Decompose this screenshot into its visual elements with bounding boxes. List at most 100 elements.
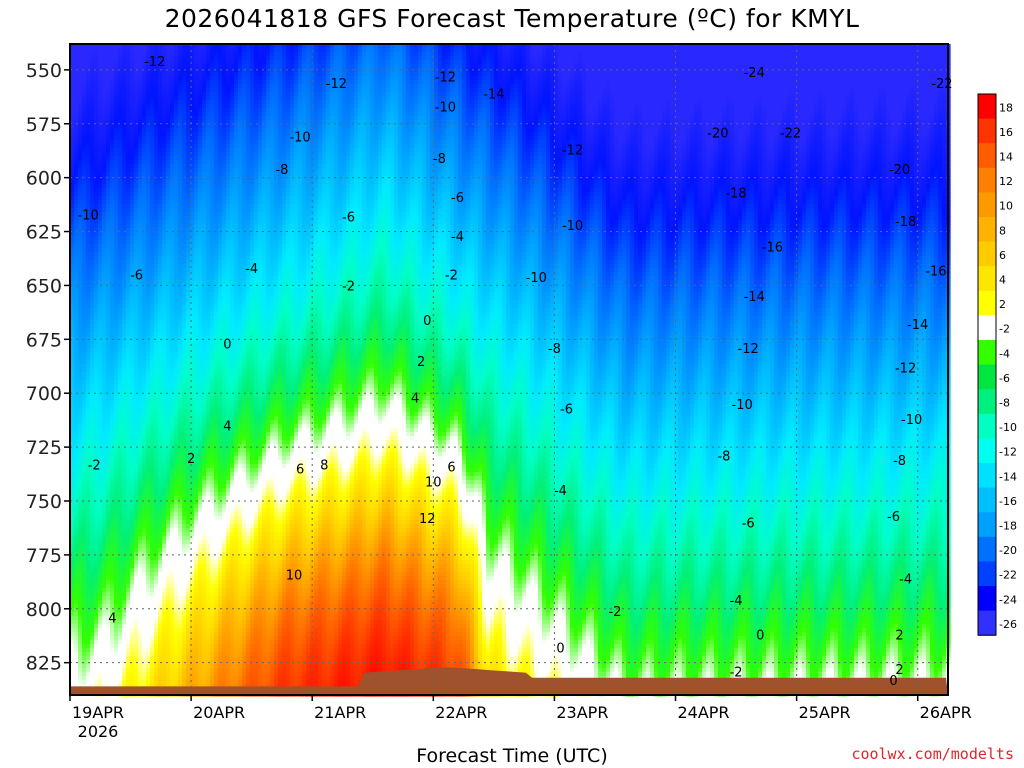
contour-label: 10: [425, 476, 442, 491]
colorbar-swatch: [978, 610, 996, 636]
contour-label: -6: [887, 510, 900, 525]
credit-link[interactable]: coolwx.com/modelts: [851, 745, 1014, 763]
contour-label: -2: [88, 458, 101, 473]
grid-lines: [69, 44, 948, 695]
y-axis: 550 575 600 625 650 675 700 725 750 775 800 825: [26, 60, 70, 675]
y-tick-label: 775: [26, 545, 62, 567]
contour-label: 0: [223, 338, 231, 353]
contour-label: -18: [725, 187, 746, 202]
chart-title: 2026041818 GFS Forecast Temperature (ºC)…: [0, 4, 1024, 33]
contour-label: -2: [342, 279, 355, 294]
contour-label: -12: [738, 342, 759, 357]
y-tick-label: 575: [26, 114, 62, 136]
x-tick-label: 22APR: [435, 703, 487, 722]
x-tick-label: 25APR: [799, 703, 851, 722]
x-tick-label: 24APR: [677, 703, 729, 722]
contour-label: -2: [730, 665, 743, 680]
colorbar-label: 6: [999, 249, 1006, 262]
colorbar-swatch: [978, 290, 996, 316]
temperature-field: [70, 44, 951, 697]
contour-label: 2: [895, 663, 903, 678]
contour-label: 6: [296, 463, 304, 478]
y-tick-label: 725: [26, 437, 62, 459]
contour-label: -8: [433, 152, 446, 167]
colorbar-swatch: [978, 94, 996, 120]
contour-label: -2: [445, 269, 458, 284]
y-tick-label: 700: [26, 383, 62, 405]
colorbar-label: -6: [999, 372, 1010, 385]
colorbar-label: -10: [999, 421, 1017, 434]
contour-label: -6: [130, 269, 143, 284]
x-tick-label: 23APR: [556, 703, 608, 722]
contour-label: -12: [562, 144, 583, 159]
colorbar-swatch: [978, 536, 996, 562]
contour-label: -14: [907, 318, 928, 333]
contour-label: -6: [560, 402, 573, 417]
colorbar-swatch: [978, 192, 996, 218]
contour-label: -10: [289, 131, 310, 146]
contour-label: -12: [895, 361, 916, 376]
colorbar-swatch: [978, 118, 996, 144]
colorbar-swatch: [978, 389, 996, 415]
contour-label: 4: [108, 611, 116, 626]
contour-label: -22: [780, 126, 801, 141]
y-tick-label: 625: [26, 222, 62, 244]
contour-label: -8: [717, 450, 730, 465]
colorbar-label: 14: [999, 151, 1013, 164]
contour-label: 10: [286, 568, 303, 583]
contour-label: -12: [326, 77, 347, 92]
colorbar-label: -12: [999, 446, 1017, 459]
contour-label: 4: [223, 420, 231, 435]
x-axis-label: Forecast Time (UTC): [0, 745, 1024, 767]
colorbar-label: 2: [999, 298, 1006, 311]
contour-label: -4: [730, 594, 743, 609]
contour-label: -4: [245, 262, 258, 277]
colorbar-swatch: [978, 340, 996, 366]
terrain-surface: [70, 667, 948, 695]
x-tick-label: 19APR: [72, 703, 124, 722]
colorbar-label: -26: [999, 618, 1017, 631]
colorbar-swatch: [978, 364, 996, 390]
x-year-label: 2026: [78, 722, 119, 741]
y-tick-label: 550: [26, 60, 62, 82]
contour-label: -10: [435, 101, 456, 116]
contour-label: -10: [78, 208, 99, 223]
contour-label: 2: [895, 629, 903, 644]
contour-label: 0: [556, 642, 564, 657]
contour-label: -8: [893, 454, 906, 469]
contour-label: -14: [744, 290, 765, 305]
colorbar-label: -2: [999, 323, 1010, 336]
contour-label: -12: [144, 55, 165, 70]
colorbar-label: -18: [999, 520, 1017, 533]
colorbar-label: -24: [999, 593, 1017, 606]
colorbar-swatch: [978, 463, 996, 489]
colorbar-swatch: [978, 143, 996, 169]
y-tick-label: 825: [26, 653, 62, 675]
plot-frame: [69, 43, 949, 696]
contour-label: 0: [423, 314, 431, 329]
contour-label: -12: [435, 70, 456, 85]
contour-label: -4: [451, 230, 464, 245]
colorbar-label: -14: [999, 470, 1017, 483]
colorbar-label: -8: [999, 397, 1010, 410]
contour-label: -10: [901, 413, 922, 428]
colorbar-swatch: [978, 167, 996, 193]
contour-label: -4: [554, 484, 567, 499]
x-axis: 19APR 20APR 21APR 22APR 23APR 24APR 25APR 26APR…: [69, 695, 972, 741]
colorbar-label: -4: [999, 347, 1010, 360]
contour-label: 0: [756, 629, 764, 644]
contour-label: -20: [889, 163, 910, 178]
contour-label: -18: [895, 215, 916, 230]
contour-label: 0: [889, 674, 897, 689]
colorbar-swatch: [978, 241, 996, 267]
contour-label: 2: [187, 452, 195, 467]
contour-label: -10: [526, 271, 547, 286]
colorbar-swatch: [978, 217, 996, 243]
contour-label: 6: [447, 461, 455, 476]
contour-label: 8: [320, 458, 328, 473]
colorbar-swatch: [978, 438, 996, 464]
contour-label: -14: [483, 88, 504, 103]
x-tick-label: 26APR: [920, 703, 972, 722]
colorbar-label: 10: [999, 200, 1013, 213]
colorbar-label: -20: [999, 544, 1017, 557]
